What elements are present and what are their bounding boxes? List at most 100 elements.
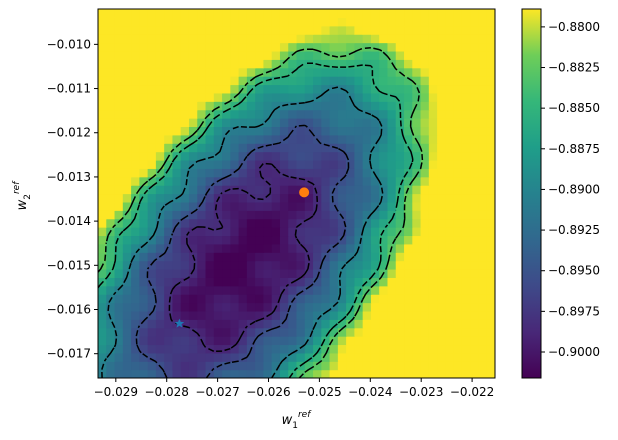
heatmap-cell (337, 294, 347, 304)
heatmap-cell (486, 109, 495, 119)
heatmap-cell (445, 319, 455, 329)
heatmap-cell (230, 126, 240, 136)
heatmap-cell (486, 50, 495, 60)
heatmap-cell (395, 9, 405, 18)
heatmap-cell (263, 84, 273, 94)
heatmap-cell (395, 17, 405, 27)
heatmap-cell (354, 310, 364, 320)
heatmap-cell (139, 101, 149, 111)
heatmap-cell (222, 327, 231, 337)
heatmap-cell (346, 260, 355, 270)
heatmap-cell (313, 344, 322, 354)
heatmap-cell (230, 294, 240, 304)
heatmap-cell (98, 336, 107, 346)
heatmap-cell (337, 243, 347, 253)
heatmap-cell (255, 17, 265, 27)
heatmap-cell (255, 185, 265, 195)
heatmap-cell (461, 361, 471, 371)
heatmap-cell (147, 59, 157, 69)
heatmap-cell (255, 319, 265, 329)
heatmap-cell (255, 109, 265, 119)
heatmap-cell (131, 260, 140, 270)
heatmap-cell (486, 176, 495, 186)
heatmap-cell (437, 361, 446, 371)
heatmap-cell (428, 59, 438, 69)
heatmap-cell (147, 277, 157, 287)
heatmap-cell (188, 101, 198, 111)
heatmap-cell (131, 285, 140, 295)
heatmap-cell (337, 9, 347, 18)
heatmap-cell (354, 218, 364, 228)
heatmap-cell (131, 327, 140, 337)
heatmap-cell (370, 218, 380, 228)
heatmap-cell (131, 336, 140, 346)
heatmap-cell (437, 235, 446, 245)
heatmap-cell (296, 126, 306, 136)
heatmap-cell (329, 285, 339, 295)
heatmap-cell (337, 151, 347, 161)
heatmap-cell (296, 17, 306, 27)
heatmap-cell (271, 168, 281, 178)
heatmap-cell (279, 193, 289, 203)
heatmap-cell (445, 143, 455, 153)
heatmap-cell (329, 277, 339, 287)
heatmap-cell (131, 84, 140, 94)
heatmap-cell (346, 319, 355, 329)
x-tick-label: −0.024 (348, 385, 392, 399)
heatmap-cell (404, 76, 413, 86)
heatmap-cell (329, 126, 339, 136)
heatmap-cell (313, 268, 322, 278)
heatmap-cell (321, 143, 331, 153)
heatmap-cell (271, 59, 281, 69)
heatmap-cell (197, 76, 207, 86)
heatmap-cell (321, 151, 331, 161)
heatmap-cell (122, 361, 132, 371)
heatmap-cell (172, 84, 182, 94)
heatmap-cell (395, 34, 405, 44)
heatmap-cell (304, 143, 314, 153)
heatmap-cell (122, 285, 132, 295)
heatmap-cell (222, 235, 231, 245)
heatmap-cell (313, 319, 322, 329)
heatmap-cell (131, 294, 140, 304)
heatmap-cell (428, 118, 438, 128)
heatmap-cell (486, 76, 495, 86)
heatmap-cell (346, 352, 355, 362)
heatmap-cell (486, 25, 495, 35)
heatmap-cell (362, 210, 372, 220)
heatmap-cell (395, 252, 405, 262)
heatmap-cell (387, 92, 397, 102)
heatmap-cell (155, 143, 165, 153)
heatmap-cell (263, 336, 273, 346)
heatmap-cell (370, 344, 380, 354)
heatmap-cell (230, 268, 240, 278)
heatmap-cell (164, 294, 174, 304)
heatmap-cell (230, 193, 240, 203)
heatmap-cell (147, 319, 157, 329)
heatmap-cell (131, 369, 140, 378)
heatmap-cell (470, 218, 480, 228)
heatmap-cell (437, 42, 446, 52)
heatmap-cell (412, 218, 422, 228)
heatmap-cell (222, 277, 231, 287)
heatmap-cell (453, 285, 463, 295)
heatmap-cell (205, 285, 215, 295)
heatmap-cell (263, 227, 273, 237)
heatmap-cell (122, 302, 132, 312)
heatmap-cell (222, 319, 231, 329)
heatmap-cell (213, 118, 223, 128)
heatmap-cell (379, 294, 389, 304)
heatmap-cell (271, 25, 281, 35)
heatmap-cell (172, 260, 182, 270)
heatmap-cell (362, 319, 372, 329)
heatmap-cell (445, 17, 455, 27)
heatmap-cell (98, 134, 107, 144)
heatmap-cell (412, 25, 422, 35)
heatmap-cell (205, 134, 215, 144)
heatmap-cell (147, 243, 157, 253)
heatmap-cell (362, 218, 372, 228)
heatmap-cell (222, 101, 231, 111)
heatmap-cell (346, 201, 355, 211)
heatmap-cell (346, 327, 355, 337)
